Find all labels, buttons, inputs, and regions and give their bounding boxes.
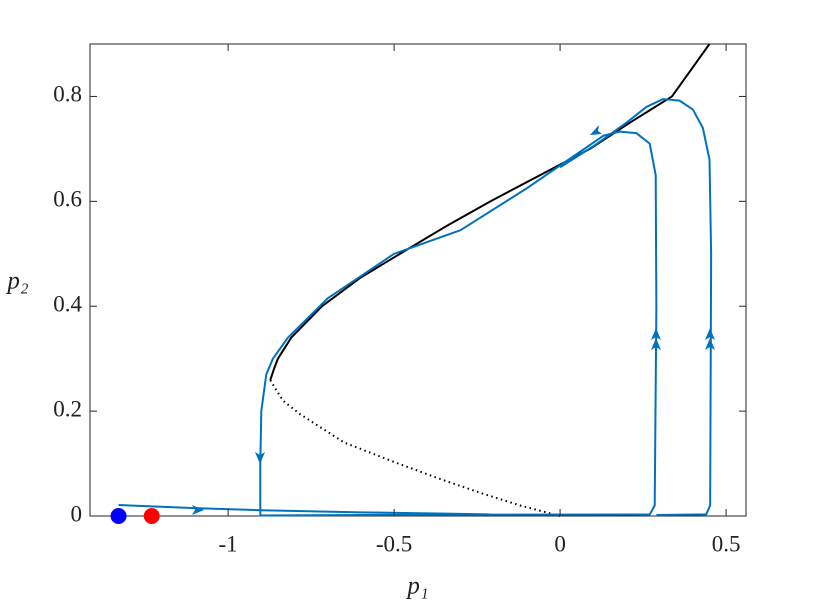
y-tick-label: 0.8: [53, 82, 82, 107]
y-tick-label: 0.4: [53, 292, 82, 317]
arrow-head: [651, 338, 661, 350]
x-tick-label: 0.5: [712, 531, 741, 556]
arrow-head: [192, 505, 204, 515]
x-tick-label: 0: [554, 531, 566, 556]
arrow-head: [590, 125, 602, 135]
point: [143, 508, 160, 524]
x-tick-label: -0.5: [376, 531, 412, 556]
y-tick-label: 0.6: [53, 187, 82, 212]
arrows: [192, 125, 715, 515]
y-axis-label: p₂: [5, 268, 29, 295]
curve: [269, 43, 711, 381]
arrow-head: [255, 452, 265, 464]
y-tick-label: 0: [71, 501, 83, 526]
curve: [269, 379, 561, 517]
curve: [259, 130, 658, 517]
arrow-head: [705, 338, 715, 350]
point: [110, 508, 127, 524]
plot-area: [118, 43, 713, 517]
curve: [559, 98, 713, 516]
arrow-head: [705, 328, 715, 340]
plot-box: [89, 43, 747, 517]
y-tick-label: 0.2: [53, 396, 82, 421]
x-tick-label: -1: [219, 531, 238, 556]
x-axis-label: p₁: [405, 573, 428, 600]
arrow-head: [651, 328, 661, 340]
